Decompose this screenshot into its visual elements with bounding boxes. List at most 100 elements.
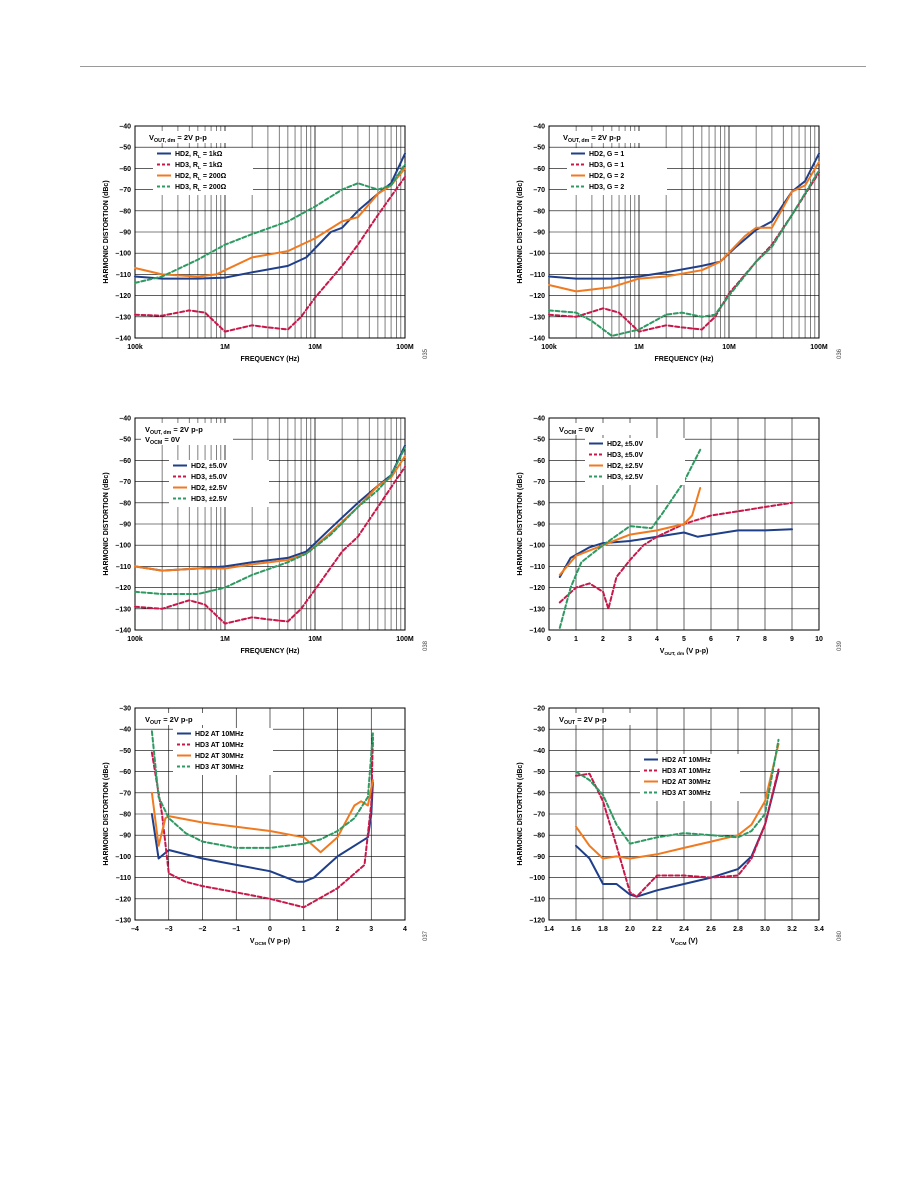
y-tick-label: –80 <box>119 500 131 507</box>
y-tick-label: –120 <box>115 896 131 903</box>
x-tick-label: 4 <box>403 926 407 933</box>
figure-id: 037 <box>423 930 429 941</box>
y-tick-label: –80 <box>533 208 545 215</box>
legend-entry: HD3 AT 10MHz <box>662 768 711 775</box>
x-tick-label: 2.0 <box>625 926 635 933</box>
legend-entry: HD3, RL = 1kΩ <box>175 162 223 171</box>
series-line <box>134 175 406 333</box>
series-line <box>575 738 780 845</box>
figure-id: 035 <box>423 348 429 359</box>
condition-label: VOUT, dm = 2V p-p <box>145 425 203 436</box>
legend-entry: HD3 AT 30MHz <box>662 790 711 797</box>
x-axis-label: VOUT, dm (V p-p) <box>660 648 709 657</box>
series-line <box>134 167 406 278</box>
x-tick-label: 100M <box>396 344 414 351</box>
y-tick-label: –50 <box>533 437 545 444</box>
plot-frame <box>548 417 820 631</box>
x-tick-label: 100M <box>396 636 414 643</box>
legend-entry: HD2 AT 30MHz <box>195 753 244 760</box>
y-tick-label: –40 <box>533 416 545 423</box>
x-axis-label: VOCM (V p-p) <box>250 938 290 947</box>
y-tick-label: –120 <box>115 585 131 592</box>
condition-background <box>145 131 237 143</box>
x-tick-label: –1 <box>232 926 240 933</box>
y-tick-label: –70 <box>119 479 131 486</box>
x-tick-label: 3.4 <box>814 926 824 933</box>
y-tick-label: –130 <box>115 918 131 925</box>
series-line <box>134 163 406 284</box>
x-tick-label: 0 <box>268 926 272 933</box>
y-tick-label: –100 <box>115 543 131 550</box>
x-tick-label: 1M <box>220 636 230 643</box>
series-line <box>134 446 406 595</box>
y-tick-label: –80 <box>119 812 131 819</box>
x-tick-label: 1.6 <box>571 926 581 933</box>
y-tick-label: –40 <box>119 416 131 423</box>
series-group <box>134 152 406 333</box>
x-tick-label: 100k <box>127 636 143 643</box>
y-tick-label: –60 <box>119 769 131 776</box>
y-tick-label: –70 <box>119 187 131 194</box>
series-line <box>575 743 780 860</box>
y-tick-label: –140 <box>115 628 131 635</box>
x-tick-label: 2.8 <box>733 926 743 933</box>
y-tick-label: –60 <box>119 166 131 173</box>
x-axis-label: VOCM (V) <box>670 938 697 947</box>
x-tick-label: 0 <box>547 636 551 643</box>
legend-entry: HD3, G = 2 <box>589 184 624 191</box>
y-tick-label: –80 <box>119 208 131 215</box>
legend-entry: HD3 AT 10MHz <box>195 742 244 749</box>
x-tick-label: 10 <box>815 636 823 643</box>
figure-id: 080 <box>837 930 843 941</box>
legend-entry: HD2 AT 30MHz <box>662 779 711 786</box>
condition-label: VOUT, dm = 2V p-p <box>563 133 621 144</box>
condition-background <box>555 423 647 435</box>
legend-entry: HD2, G = 1 <box>589 151 624 158</box>
y-tick-label: –130 <box>529 314 545 321</box>
y-tick-label: –20 <box>533 706 545 713</box>
condition-background <box>141 423 233 445</box>
y-tick-label: –60 <box>533 458 545 465</box>
legend-entry: HD3, ±5.0V <box>191 474 227 481</box>
y-tick-label: –50 <box>119 748 131 755</box>
legend: VOCM = 0V HD2, ±5.0V HD3, ±5.0V HD2, ±2.5V H… <box>555 423 685 485</box>
series-line <box>575 768 780 898</box>
y-tick-label: –110 <box>116 875 131 882</box>
condition-label: VOCM = 0V <box>559 425 594 436</box>
x-tick-label: 1M <box>634 344 644 351</box>
y-tick-label: –40 <box>119 727 131 734</box>
legend-entry: HD3, RL = 200Ω <box>175 184 227 193</box>
y-tick-label: –90 <box>533 854 545 861</box>
chart-svg: –130–120–110–100–90–80–70–60–50–40–30–4–… <box>103 706 429 948</box>
condition-label: VOCM = 0V <box>145 435 180 446</box>
y-tick-label: –140 <box>115 336 131 343</box>
y-tick-label: –110 <box>116 272 131 279</box>
x-tick-label: 10M <box>308 636 322 643</box>
x-tick-label: 2.4 <box>679 926 689 933</box>
y-tick-label: –50 <box>533 145 545 152</box>
legend-entry: HD3, ±5.0V <box>607 452 643 459</box>
x-tick-label: 1.4 <box>544 926 554 933</box>
legend-entry: HD3, G = 1 <box>589 162 624 169</box>
legend-entry: HD2, ±5.0V <box>607 441 643 448</box>
y-tick-label: –110 <box>116 564 131 571</box>
chart-svg: –140 –130 –120 –110 –100 –90 –80 –70 –60 –50 –40 10… <box>103 416 429 656</box>
series-line <box>548 169 820 337</box>
y-tick-label: –60 <box>119 458 131 465</box>
x-tick-label: 1 <box>302 926 306 933</box>
series-group <box>134 444 406 625</box>
y-tick-label: –90 <box>119 833 131 840</box>
condition-background <box>141 713 233 725</box>
y-axis-label: HARMONIC DISTORTION (dBc) <box>517 762 524 865</box>
chart-hd-vs-frequency-supply: –140 –130 –120 –110 –100 –90 –80 –70 –60 –50 –40 10… <box>95 410 429 680</box>
x-tick-label: 7 <box>736 636 740 643</box>
y-tick-label: –50 <box>119 437 131 444</box>
legend: VOUT, dm = 2V p-p HD2, RL = 1kΩ HD3, RL = … <box>145 131 253 195</box>
y-tick-label: –120 <box>529 585 545 592</box>
x-tick-label: 3 <box>628 636 632 643</box>
header-rule <box>80 66 866 67</box>
series-line <box>548 161 820 293</box>
chart-svg: –140 –130 –120 –110 –100 –90 –80 –70 –60 –50 –40 0 1… <box>517 416 843 658</box>
x-axis-label: FREQUENCY (Hz) <box>655 356 714 363</box>
